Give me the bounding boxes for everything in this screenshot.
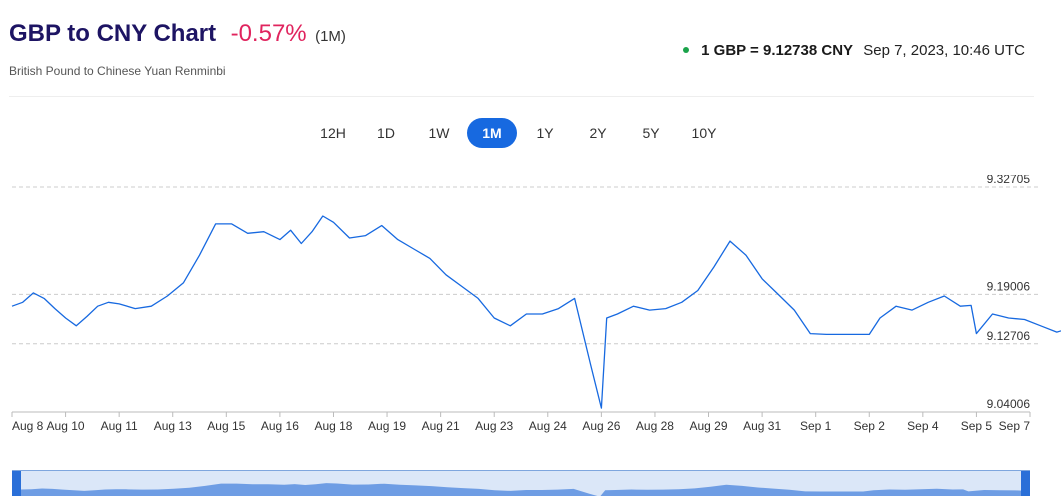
tab-10y[interactable]: 10Y (691, 125, 717, 141)
x-tick-label: Sep 4 (907, 419, 939, 433)
series-layer (11, 215, 1061, 409)
chart-header: GBP to CNY Chart -0.57% (1M) 1 GBP = 9.1… (9, 18, 1052, 59)
tab-2y[interactable]: 2Y (589, 125, 607, 141)
x-tick-label: Aug 18 (314, 419, 352, 433)
tab-5y[interactable]: 5Y (642, 125, 660, 141)
x-tick-label: Aug 29 (690, 419, 728, 433)
tab-1y[interactable]: 1Y (536, 125, 554, 141)
x-tick-label: Aug 21 (422, 419, 460, 433)
x-tick-label: Aug 8 (12, 419, 44, 433)
navigator-series-area (21, 483, 1030, 496)
x-tick-label: Aug 15 (207, 419, 245, 433)
y-tick-label: 9.32705 (987, 175, 1031, 186)
x-axis: Aug 8 Aug 10 Aug 11 Aug 13 Aug 15 Aug 16 Aug 1… (11, 411, 1031, 433)
range-navigator[interactable] (12, 470, 1030, 496)
x-tick-label: Sep 5 (961, 419, 993, 433)
y-axis-labels: 9.32705 9.19006 9.12706 9.04006 (987, 175, 1031, 411)
x-tick-label: Aug 13 (154, 419, 192, 433)
x-tick-label: Aug 23 (475, 419, 513, 433)
page-title: GBP to CNY Chart (9, 20, 217, 47)
tab-12h[interactable]: 12H (320, 125, 346, 141)
tab-1m[interactable]: 1M (467, 118, 517, 148)
tab-1w[interactable]: 1W (428, 125, 450, 141)
x-tick-label: Aug 10 (47, 419, 85, 433)
y-tick-label: 9.19006 (987, 279, 1031, 293)
x-tick-label: Aug 19 (368, 419, 406, 433)
x-tick-label: Aug 28 (636, 419, 674, 433)
x-tick-label: Sep 2 (854, 419, 886, 433)
live-rate: 1 GBP = 9.12738 CNY Sep 7, 2023, 10:46 U… (682, 42, 1025, 59)
x-tick-label: Aug 16 (261, 419, 299, 433)
rate-timestamp: Sep 7, 2023, 10:46 UTC (863, 42, 1025, 59)
grid-lines (12, 186, 1040, 345)
line-chart[interactable]: 9.32705 9.19006 9.12706 9.04006 Aug 8 Aug 10… (0, 175, 1061, 445)
period-label: (1M) (315, 28, 346, 45)
y-tick-label: 9.04006 (987, 397, 1031, 411)
page-subtitle: British Pound to Chinese Yuan Renminbi (9, 64, 226, 78)
navigator-left-handle[interactable] (12, 471, 21, 496)
x-tick-label: Aug 26 (582, 419, 620, 433)
period-tabs: 12H 1D 1W 1M 1Y 2Y 5Y 10Y (308, 118, 732, 148)
live-dot-icon (682, 47, 689, 54)
x-tick-label: Sep 1 (800, 419, 832, 433)
title-row: GBP to CNY Chart -0.57% (1M) (9, 20, 346, 48)
x-tick-label: Sep 7 (999, 419, 1031, 433)
x-tick-label: Aug 31 (743, 419, 781, 433)
change-percent: -0.57% (230, 20, 307, 47)
divider (9, 96, 1034, 97)
navigator-area (21, 483, 1030, 496)
x-tick-label: Aug 11 (101, 419, 138, 433)
navigator-right-handle[interactable] (1021, 471, 1030, 496)
x-tick-label: Aug 24 (529, 419, 567, 433)
series-line (11, 215, 1061, 409)
rate-value: 1 GBP = 9.12738 CNY (701, 42, 854, 59)
y-tick-label: 9.12706 (987, 329, 1031, 343)
tab-1d[interactable]: 1D (377, 125, 395, 141)
